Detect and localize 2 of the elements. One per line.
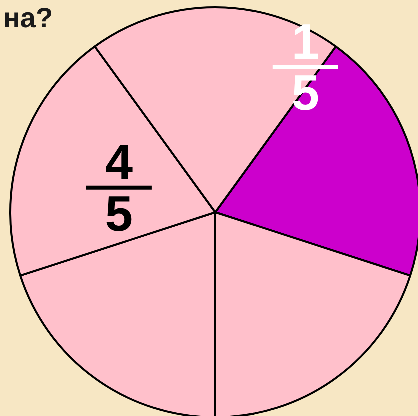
chart-title: на? — [4, 2, 54, 34]
text: 1 — [292, 14, 320, 70]
